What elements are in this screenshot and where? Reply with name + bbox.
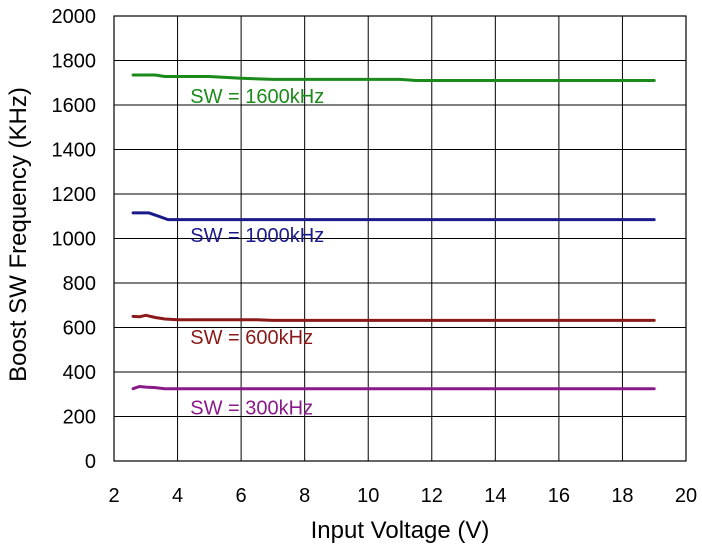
y-tick-label: 800	[63, 273, 96, 295]
x-axis-title: Input Voltage (V)	[311, 517, 490, 544]
x-tick-label: 2	[108, 485, 119, 507]
y-tick-label: 1000	[52, 229, 97, 251]
y-tick-label: 1200	[52, 184, 97, 206]
series-label-0: SW = 1600kHz	[190, 86, 324, 108]
y-axis-title: Boost SW Frequency (KHz)	[5, 87, 32, 382]
series-label-3: SW = 300kHz	[190, 397, 313, 419]
y-tick-label: 400	[63, 362, 96, 384]
x-tick-label: 4	[172, 485, 183, 507]
y-tick-label: 1800	[52, 51, 97, 73]
series-labels: SW = 1600kHz SW = 1000kHz SW = 600kHz SW = …	[190, 86, 324, 419]
x-tick-labels: 2 4 6 8 10 12 14 16 18 20	[108, 485, 697, 507]
x-tick-label: 10	[357, 485, 379, 507]
y-tick-labels: 0 200 400 600 800 1000 1200 1400 1600 1800 2000	[52, 6, 97, 473]
y-tick-label: 0	[85, 451, 96, 473]
x-tick-label: 14	[484, 485, 506, 507]
x-tick-label: 16	[548, 485, 570, 507]
y-tick-label: 1400	[52, 140, 97, 162]
plot-frame	[113, 15, 687, 462]
series-line-1	[131, 211, 656, 222]
series-line-2	[131, 313, 656, 322]
y-tick-label: 600	[63, 318, 96, 340]
series-line-3	[131, 385, 656, 391]
series-label-1: SW = 1000kHz	[190, 225, 324, 247]
y-tick-label: 200	[63, 407, 96, 429]
x-tick-label: 20	[675, 485, 697, 507]
y-tick-label: 2000	[52, 6, 97, 28]
series-label-2: SW = 600kHz	[190, 327, 313, 349]
x-tick-label: 6	[236, 485, 247, 507]
series-line-0	[131, 73, 656, 82]
x-tick-label: 8	[299, 485, 310, 507]
x-tick-label: 18	[611, 485, 633, 507]
y-tick-label: 1600	[52, 95, 97, 117]
series-layer	[131, 73, 656, 391]
x-tick-label: 12	[421, 485, 443, 507]
